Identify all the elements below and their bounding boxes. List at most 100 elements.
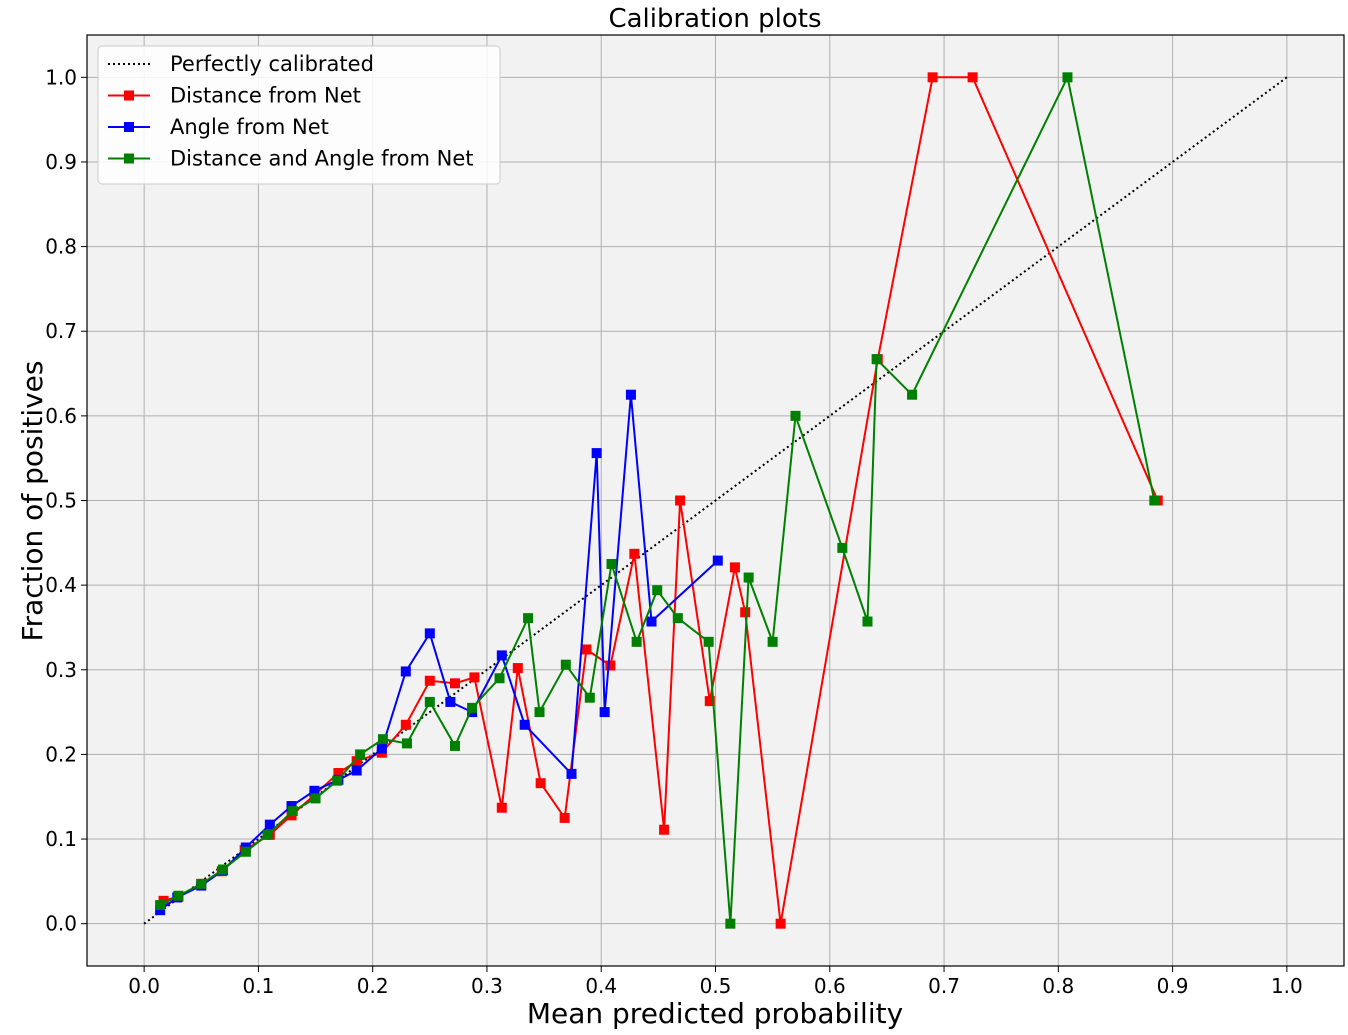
data-point — [333, 768, 344, 779]
y-tick-label: 0.4 — [45, 573, 77, 597]
data-point — [775, 918, 786, 929]
data-point — [262, 829, 273, 840]
data-point — [591, 448, 602, 459]
data-point — [703, 636, 714, 647]
x-tick-label: 1.0 — [1271, 974, 1303, 998]
data-point — [523, 613, 534, 624]
data-point — [907, 389, 918, 400]
data-point — [740, 607, 751, 618]
x-tick-label: 0.6 — [814, 974, 846, 998]
data-point — [355, 749, 366, 760]
data-point — [1062, 72, 1073, 83]
axis-ticks: 0.0 0.1 0.2 0.3 0.4 0.5 0.6 0.7 0.8 0.9 1.0 0.0 0.1 0… — [45, 65, 1303, 998]
data-point — [155, 900, 166, 911]
legend-box — [97, 45, 501, 185]
legend-item: Distance and Angle from Net — [108, 147, 474, 171]
data-point — [424, 628, 435, 639]
plot-frame — [86, 34, 1345, 967]
data-point — [559, 812, 570, 823]
y-axis-label: Fraction of positives — [16, 361, 49, 642]
y-tick-label: 0.0 — [45, 912, 77, 936]
data-point — [496, 650, 507, 661]
y-tick-label: 0.1 — [45, 827, 77, 851]
data-point — [287, 806, 298, 817]
data-point — [534, 707, 545, 718]
y-tick-label: 0.6 — [45, 404, 77, 428]
legend-swatch-marker — [124, 153, 134, 164]
data-point — [449, 678, 460, 689]
data-point — [467, 702, 478, 713]
data-point — [173, 890, 184, 901]
data-point — [332, 775, 343, 786]
data-point — [605, 660, 616, 671]
data-point — [286, 801, 297, 812]
x-tick-label: 0.7 — [928, 974, 960, 998]
legend-item: Perfectly calibrated — [108, 52, 374, 76]
chart-title: Calibration plots — [608, 4, 821, 34]
data-point — [631, 636, 642, 647]
data-point — [401, 738, 412, 749]
data-point — [494, 673, 505, 684]
data-point — [240, 846, 251, 857]
y-tick-label: 0.5 — [45, 489, 77, 513]
data-point — [767, 636, 778, 647]
y-tick-label: 1.0 — [45, 65, 77, 89]
x-axis-label: Mean predicted probability — [527, 997, 903, 1030]
data-point — [606, 558, 617, 569]
x-tick-label: 0.8 — [1042, 974, 1074, 998]
data-point — [376, 743, 387, 754]
data-point — [400, 719, 411, 730]
x-tick-label: 0.1 — [243, 974, 275, 998]
data-point — [629, 548, 640, 559]
x-tick-label: 0.3 — [471, 974, 503, 998]
data-point — [196, 878, 207, 889]
data-point — [449, 740, 460, 751]
series-distance-and-angle-from-net — [155, 72, 1160, 929]
data-point — [927, 72, 938, 83]
data-point — [625, 389, 636, 400]
x-tick-label: 0.9 — [1157, 974, 1189, 998]
y-tick-label: 0.2 — [45, 742, 77, 766]
data-point — [837, 542, 848, 553]
data-point — [424, 675, 435, 686]
data-point — [712, 555, 723, 566]
data-point — [584, 692, 595, 703]
data-point — [155, 905, 166, 916]
data-point — [351, 756, 362, 767]
data-point — [725, 918, 736, 929]
data-point — [1149, 495, 1160, 506]
data-point — [264, 819, 275, 830]
data-point — [469, 672, 480, 683]
legend-label: Angle from Net — [170, 115, 329, 139]
data-point — [512, 663, 523, 674]
data-point — [566, 768, 577, 779]
series-layer — [143, 72, 1288, 929]
data-point — [377, 734, 388, 745]
data-point — [424, 696, 435, 707]
y-tick-label: 0.3 — [45, 658, 77, 682]
data-point — [519, 719, 530, 730]
data-point — [672, 613, 683, 624]
data-point — [871, 354, 882, 365]
legend-label: Perfectly calibrated — [170, 52, 374, 76]
legend-label: Distance and Angle from Net — [170, 147, 474, 171]
data-point — [743, 572, 754, 583]
x-tick-label: 0.5 — [700, 974, 732, 998]
legend-swatch-marker — [124, 90, 134, 101]
data-point — [496, 802, 507, 813]
data-point — [790, 410, 801, 421]
data-point — [646, 616, 657, 627]
data-point — [445, 696, 456, 707]
data-point — [560, 659, 571, 670]
data-point — [729, 562, 740, 573]
legend: Perfectly calibrated Distance from Net Ang… — [97, 45, 501, 185]
legend-item: Distance from Net — [108, 84, 361, 108]
x-tick-label: 0.4 — [585, 974, 617, 998]
x-tick-label: 0.2 — [357, 974, 389, 998]
data-point — [652, 585, 663, 596]
data-point — [659, 824, 670, 835]
data-point — [704, 696, 715, 707]
data-point — [535, 778, 546, 789]
data-point — [581, 644, 592, 655]
x-tick-label: 0.0 — [128, 974, 160, 998]
